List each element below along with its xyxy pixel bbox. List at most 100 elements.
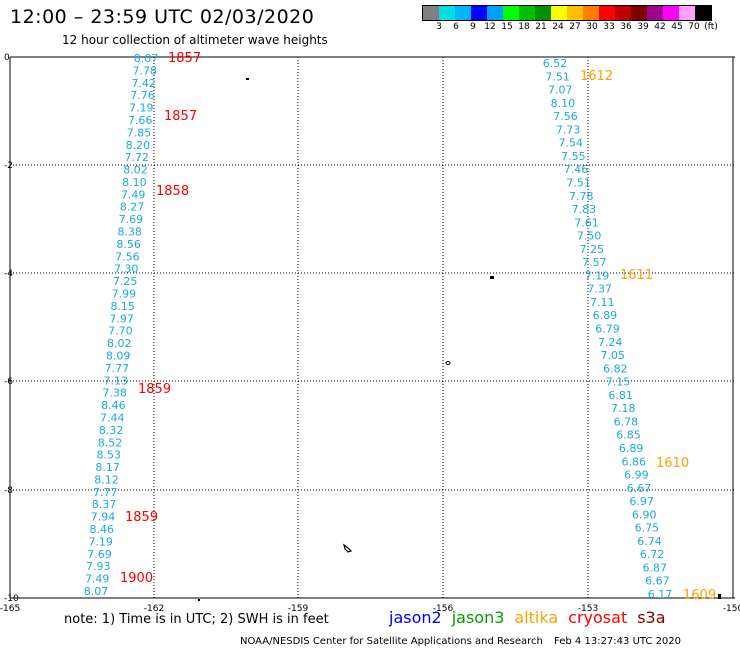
page-title: 12:00 – 23:59 UTC 02/03/2020	[10, 6, 315, 28]
island-mark	[246, 78, 249, 80]
colorbar-swatch	[615, 6, 631, 20]
pass-time-label: 1611	[620, 268, 653, 283]
wave-height-value: 6.97	[629, 495, 654, 508]
wave-height-value: 8.56	[116, 238, 141, 251]
legend-item-jason2: jason2	[389, 608, 442, 627]
wave-height-value: 7.83	[572, 203, 597, 216]
wave-height-value: 8.12	[94, 473, 119, 486]
wave-height-value: 6.74	[637, 535, 662, 548]
colorbar-swatch	[631, 6, 647, 20]
wave-height-value: 8.20	[126, 139, 151, 152]
island-mark	[343, 543, 353, 553]
colorbar-label: 18	[518, 22, 530, 32]
wave-height-value: 7.15	[606, 376, 631, 389]
colorbar-swatch	[439, 6, 455, 20]
wave-height-value: 7.24	[598, 336, 623, 349]
y-tick-label: 0	[4, 53, 10, 63]
colorbar-label: 36	[620, 22, 632, 32]
wave-height-value: 6.67	[627, 482, 652, 495]
colorbar-label: 70	[688, 22, 700, 32]
legend-item-cryosat: cryosat	[568, 608, 628, 627]
wave-height-value: 7.50	[577, 230, 602, 243]
pass-time-label: 1859	[125, 510, 158, 525]
note-text: note: 1) Time is in UTC; 2) SWH is in fe…	[64, 612, 329, 627]
wave-height-value: 7.25	[580, 243, 605, 256]
wave-height-value: 7.94	[91, 511, 116, 524]
x-tick-label: -156	[433, 604, 454, 614]
wave-height-value: 6.52	[543, 57, 568, 70]
wave-height-value: 8.46	[101, 399, 126, 412]
wave-height-value: 7.97	[109, 312, 134, 325]
island-mark	[490, 276, 494, 279]
island-mark	[198, 599, 200, 601]
x-tick-label: -165	[0, 604, 20, 614]
wave-height-value: 7.56	[553, 110, 578, 123]
wave-height-value: 8.32	[99, 424, 124, 437]
wave-height-value: 7.46	[564, 163, 589, 176]
island-mark	[718, 594, 721, 599]
wave-height-value: 7.57	[582, 256, 607, 269]
colorbar-swatch	[487, 6, 503, 20]
wave-height-value: 7.11	[590, 296, 615, 309]
colorbar-swatch	[583, 6, 599, 20]
colorbar-swatch	[455, 6, 471, 20]
pass-time-label: 1858	[156, 184, 189, 199]
colorbar-label: 45	[671, 22, 683, 32]
colorbar-label: 42	[654, 22, 666, 32]
wave-height-value: 7.72	[124, 151, 149, 164]
x-tick-label: -150	[723, 604, 740, 614]
wave-height-value: 8.07	[134, 52, 159, 65]
wave-height-value: 6.85	[616, 429, 641, 442]
wave-height-value: 8.09	[106, 350, 131, 363]
satellite-legend: jason2 jason3 altika cryosat s3a	[389, 608, 676, 627]
wave-height-value: 7.76	[130, 89, 155, 102]
wave-height-value: 6.89	[593, 309, 618, 322]
wave-height-value: 7.19	[88, 535, 113, 548]
wave-height-value: 7.42	[131, 77, 156, 90]
wave-height-value: 7.37	[587, 283, 612, 296]
wave-height-value: 7.25	[113, 275, 138, 288]
wave-height-value: 6.87	[643, 562, 668, 575]
wave-height-value: 6.89	[619, 442, 644, 455]
wave-height-value: 8.17	[95, 461, 120, 474]
wave-height-value: 7.19	[129, 102, 154, 115]
legend-item-altika: altika	[514, 608, 559, 627]
colorbar-swatch	[695, 6, 711, 20]
wave-height-value: 8.52	[98, 436, 123, 449]
wave-height-value: 7.05	[601, 349, 626, 362]
pass-time-label: 1857	[164, 109, 197, 124]
y-tick-label: -6	[4, 377, 13, 387]
wave-height-value: 8.53	[97, 449, 122, 462]
wave-height-value: 6.99	[624, 469, 649, 482]
pass-time-label: 1900	[120, 571, 153, 586]
wave-height-value: 6.81	[608, 389, 633, 402]
wave-height-value: 6.67	[645, 575, 670, 588]
wave-height-value: 7.55	[561, 150, 586, 163]
wave-height-value: 7.07	[548, 84, 573, 97]
y-tick-label: -10	[4, 594, 19, 604]
y-tick-label: -2	[4, 161, 13, 171]
wave-height-value: 7.49	[121, 188, 146, 201]
map-grid	[9, 56, 735, 599]
wave-height-value: 6.17	[648, 588, 673, 601]
colorbar-swatch	[679, 6, 695, 20]
wave-height-value: 8.38	[117, 226, 142, 239]
wave-height-value: 6.82	[603, 362, 628, 375]
wave-height-value: 7.54	[559, 137, 584, 150]
wave-height-value: 8.15	[110, 300, 135, 313]
wave-height-value: 7.85	[127, 126, 152, 139]
wave-height-value: 7.69	[119, 213, 144, 226]
island-markers	[198, 78, 721, 601]
y-tick-label: -4	[4, 269, 13, 279]
track-east: 6.527.517.078.107.567.737.547.557.467.51…	[543, 57, 716, 603]
wave-height-value: 7.99	[112, 288, 137, 301]
legend-item-s3a: s3a	[637, 608, 666, 627]
colorbar-swatch	[599, 6, 615, 20]
wave-height-value: 7.18	[611, 402, 636, 415]
pass-time-label: 1609	[683, 588, 716, 603]
colorbar-swatch	[551, 6, 567, 20]
colorbar-label: 30	[586, 22, 598, 32]
wave-height-value: 7.49	[85, 573, 110, 586]
footer-timestamp: Feb 4 13:27:43 UTC 2020	[554, 636, 682, 647]
